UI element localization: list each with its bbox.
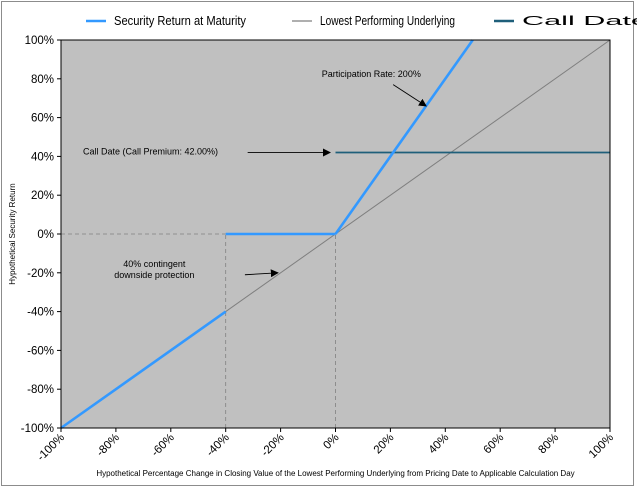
legend-label-1: Lowest Performing Underlying xyxy=(320,14,455,28)
legend: Security Return at Maturity Lowest Perfor… xyxy=(86,14,637,28)
x-tick-label-0: -100% xyxy=(35,432,67,464)
x-tick-label-3: -40% xyxy=(204,432,231,459)
series-lines xyxy=(60,39,611,430)
annotation-1: Call Date (Call Premium: 42.00%) xyxy=(83,146,218,156)
annotation-0-line-0: Participation Rate: 200% xyxy=(322,69,421,79)
annotation-arrow-0 xyxy=(392,84,427,107)
x-axis-title: Hypothetical Percentage Change in Closin… xyxy=(96,469,574,478)
x-tick-label-5: 0% xyxy=(321,432,341,452)
x-tick-label-4: -20% xyxy=(259,432,286,459)
annotation-arrow-2 xyxy=(244,269,279,278)
series-0-segment-0 xyxy=(60,310,227,430)
x-tick-label-8: 60% xyxy=(482,432,507,457)
y-tick-label-9: -80% xyxy=(27,384,54,396)
y-tick-label-8: -60% xyxy=(27,345,54,357)
x-tick-label-10: 100% xyxy=(587,432,616,461)
y-tick-label-1: 80% xyxy=(31,74,54,86)
series-0-segment-2 xyxy=(334,39,474,235)
annotation-2-line-0: 40% contingent xyxy=(123,259,186,269)
annotations: Participation Rate: 200% Call Date (Call … xyxy=(83,69,427,280)
y-tick-label-4: 20% xyxy=(31,190,54,202)
y-tick-label-0: 100% xyxy=(25,35,54,47)
x-tick-label-7: 40% xyxy=(427,432,452,457)
annotation-2: 40% contingent downside protection xyxy=(114,259,194,280)
x-tick-label-1: -80% xyxy=(95,432,122,459)
y-tick-label-3: 40% xyxy=(31,151,54,163)
y-tick-label-5: 0% xyxy=(37,229,54,241)
annotation-1-line-0: Call Date (Call Premium: 42.00%) xyxy=(83,146,218,156)
annotation-2-line-1: downside protection xyxy=(114,270,194,280)
reference-lines xyxy=(61,233,336,428)
x-tick-label-2: -60% xyxy=(149,432,176,459)
y-tick-label-7: -40% xyxy=(27,307,54,319)
annotation-0: Participation Rate: 200% xyxy=(322,69,421,79)
x-tick-label-6: 20% xyxy=(372,432,397,457)
x-tick-label-9: 80% xyxy=(536,432,561,457)
legend-label-2: Call Date xyxy=(522,14,637,28)
y-tick-label-6: -20% xyxy=(27,268,54,280)
y-tick-label-10: -100% xyxy=(21,423,54,435)
y-axis-title: Hypothetical Security Return xyxy=(8,183,17,284)
legend-label-0: Security Return at Maturity xyxy=(114,14,247,28)
y-tick-label-2: 60% xyxy=(31,113,54,125)
